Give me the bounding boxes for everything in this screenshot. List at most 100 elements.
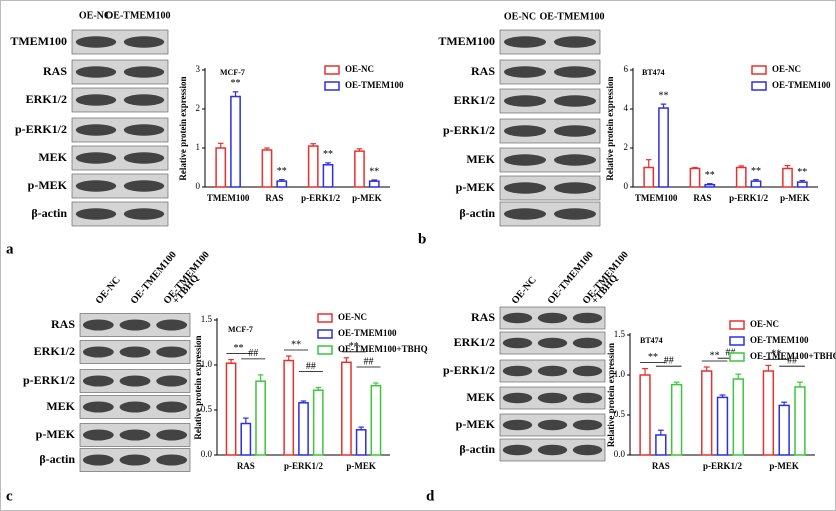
band-label: β-actin — [459, 442, 495, 456]
bar — [716, 396, 729, 456]
significance-label: ** — [797, 167, 807, 178]
significance-label: ## — [306, 361, 316, 372]
legend-label: OE-TMEM100 — [338, 328, 397, 338]
cell-line: MCF-7 — [228, 325, 253, 334]
bar — [796, 181, 808, 188]
legend-swatch — [317, 313, 333, 323]
y-axis-label: Relative protein expression — [606, 343, 616, 447]
band — [123, 66, 165, 78]
x-tick-label: p-MEK — [769, 461, 799, 471]
y-tick-label: 2 — [196, 103, 201, 113]
band — [504, 125, 546, 137]
x-tick-label: RAS — [265, 193, 283, 203]
y-tick-label: 1.0 — [614, 369, 626, 379]
bar — [370, 384, 382, 456]
significance-label: ** — [349, 341, 359, 352]
bar — [312, 389, 324, 456]
significance-label: ** — [231, 78, 241, 89]
band-label: TMEM100 — [10, 34, 67, 48]
band-label: RAS — [471, 310, 495, 324]
significance-label: ## — [248, 348, 258, 359]
band — [156, 375, 188, 387]
y-tick-label: 0 — [196, 181, 201, 191]
band — [123, 180, 165, 192]
band — [156, 429, 188, 441]
band — [119, 346, 151, 358]
x-tick-label: RAS — [237, 461, 255, 471]
legend-label: OE-NC — [772, 64, 801, 74]
band-label: RAS — [471, 64, 495, 78]
band — [119, 429, 151, 441]
band — [502, 337, 533, 349]
band-label: MEK — [46, 399, 75, 413]
y-axis-label: Relative protein expression — [178, 76, 188, 180]
panel-letter: c — [6, 488, 13, 504]
bar — [701, 370, 713, 456]
band — [572, 337, 603, 349]
band — [156, 401, 188, 413]
y-tick-label: 1.5 — [614, 329, 626, 339]
band — [554, 154, 596, 166]
bar — [261, 149, 273, 188]
significance-label: ** — [771, 349, 781, 360]
bar — [735, 166, 747, 188]
band-label: p-ERK1/2 — [443, 123, 495, 137]
bar — [225, 362, 237, 456]
panel-letter: a — [6, 241, 14, 257]
band — [502, 392, 533, 404]
band — [75, 66, 117, 78]
bar — [230, 95, 241, 188]
band — [537, 312, 568, 324]
legend-swatch — [317, 345, 333, 355]
band — [502, 444, 533, 456]
band — [502, 312, 533, 324]
significance-label: ** — [648, 352, 658, 363]
band — [75, 94, 117, 106]
x-tick-label: TMEM100 — [635, 193, 678, 203]
legend-label: OE-TMEM100 — [345, 80, 404, 90]
band — [572, 419, 603, 431]
legend-swatch — [324, 65, 340, 75]
bar — [704, 183, 716, 188]
band — [572, 392, 603, 404]
band — [82, 319, 114, 331]
band — [537, 337, 568, 349]
band — [502, 365, 533, 377]
bar — [322, 164, 334, 188]
band — [156, 346, 188, 358]
bar — [215, 147, 227, 188]
significance-label: ## — [664, 355, 674, 366]
x-tick-label: TMEM100 — [207, 193, 250, 203]
bar — [794, 386, 806, 456]
band-label: β-actin — [31, 206, 67, 220]
band — [123, 208, 165, 220]
x-tick-label: p-MEK — [780, 193, 810, 203]
legend-swatch — [729, 336, 745, 346]
significance-label: ** — [323, 149, 333, 160]
bar — [639, 374, 651, 456]
y-tick-label: 6 — [624, 64, 629, 74]
significance-label: ## — [787, 355, 797, 366]
band — [504, 208, 546, 220]
significance-label: ** — [233, 343, 243, 354]
band — [123, 152, 165, 164]
significance-label: ** — [705, 170, 715, 181]
band-label: β-actin — [39, 452, 75, 466]
bar — [276, 180, 288, 188]
significance-label: ** — [291, 339, 301, 350]
significance-label: ** — [277, 166, 287, 177]
band-label: p-MEK — [456, 417, 496, 431]
bar — [354, 150, 365, 188]
bar — [643, 166, 655, 188]
bar — [298, 402, 309, 456]
band — [504, 154, 546, 166]
lane-label: OE-TMEM100 — [540, 11, 605, 22]
bar — [655, 434, 667, 456]
band — [123, 124, 165, 136]
band — [554, 36, 596, 48]
y-tick-label: 0.0 — [614, 449, 626, 459]
bar — [750, 180, 762, 188]
band — [123, 94, 165, 106]
x-tick-label: RAS — [652, 461, 670, 471]
band — [75, 208, 117, 220]
